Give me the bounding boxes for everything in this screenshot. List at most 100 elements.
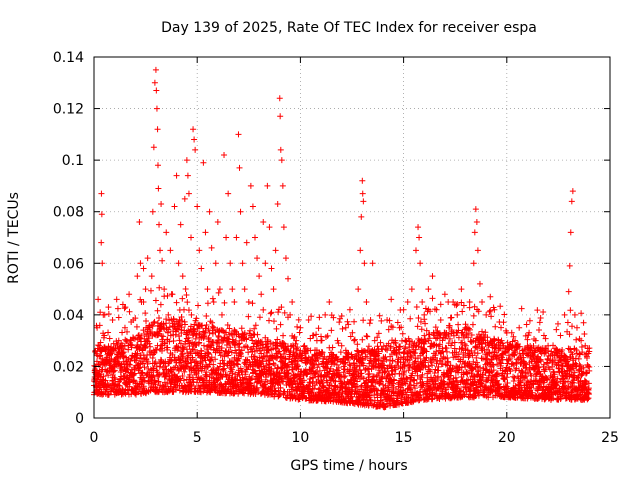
data-point — [277, 146, 284, 153]
data-point — [551, 371, 558, 378]
data-point — [314, 364, 321, 371]
data-point — [274, 336, 281, 343]
data-point — [313, 369, 320, 376]
data-point — [94, 324, 101, 331]
data-point — [544, 347, 551, 354]
data-point — [537, 314, 544, 321]
data-point — [254, 384, 261, 391]
data-point — [196, 339, 203, 346]
data-point — [469, 321, 476, 328]
data-point — [356, 357, 363, 364]
data-point — [228, 330, 235, 337]
data-point — [272, 344, 279, 351]
data-point — [434, 327, 441, 334]
data-point — [205, 334, 212, 341]
data-point — [275, 388, 282, 395]
data-point — [507, 368, 514, 375]
data-point — [185, 190, 192, 197]
data-point — [431, 332, 438, 339]
data-point — [453, 302, 460, 309]
data-point — [345, 321, 352, 328]
data-point — [390, 348, 397, 355]
data-point — [341, 366, 348, 373]
data-point — [216, 343, 223, 350]
data-point — [235, 131, 242, 138]
data-point — [125, 361, 132, 368]
data-point — [411, 377, 418, 384]
y-tick-label: 0.12 — [53, 102, 84, 118]
data-point — [507, 342, 514, 349]
data-point — [468, 331, 475, 338]
data-point — [111, 363, 118, 370]
data-point — [116, 382, 123, 389]
data-point — [146, 369, 153, 376]
data-point — [121, 305, 128, 312]
data-point — [126, 308, 133, 315]
data-point — [585, 363, 592, 370]
data-point — [540, 332, 547, 339]
data-point — [111, 374, 118, 381]
data-point — [114, 305, 121, 312]
data-point — [569, 188, 576, 195]
data-point — [540, 309, 547, 316]
y-tick-label: 0.06 — [53, 256, 84, 272]
data-point — [351, 336, 358, 343]
data-point — [280, 224, 287, 231]
data-point — [188, 234, 195, 241]
data-point — [360, 317, 367, 324]
data-point — [223, 329, 230, 336]
data-point — [346, 306, 353, 313]
data-point — [573, 336, 580, 343]
data-point — [245, 298, 252, 305]
data-point — [349, 329, 356, 336]
data-point — [265, 347, 272, 354]
data-point — [282, 255, 289, 262]
data-point — [100, 373, 107, 380]
data-point — [194, 349, 201, 356]
data-point — [214, 219, 221, 226]
data-point — [105, 343, 112, 350]
data-point — [153, 347, 160, 354]
data-point — [104, 380, 111, 387]
data-point — [284, 367, 291, 374]
data-point — [451, 339, 458, 346]
data-point — [536, 319, 543, 326]
data-point — [176, 387, 183, 394]
data-point — [479, 298, 486, 305]
data-point — [558, 394, 565, 401]
data-point — [276, 379, 283, 386]
data-point — [318, 337, 325, 344]
data-point — [458, 299, 465, 306]
data-point — [280, 350, 287, 357]
data-point — [212, 356, 219, 363]
data-point — [578, 371, 585, 378]
data-point — [151, 331, 158, 338]
data-point — [166, 338, 173, 345]
y-tick-label: 0.04 — [53, 308, 84, 324]
data-point — [136, 334, 143, 341]
data-point — [203, 321, 210, 328]
data-point — [318, 377, 325, 384]
data-point — [423, 354, 430, 361]
data-point — [389, 357, 396, 364]
data-point — [429, 295, 436, 302]
data-point — [128, 342, 135, 349]
data-point — [156, 221, 163, 228]
data-point — [173, 299, 180, 306]
data-point — [147, 287, 154, 294]
data-point — [491, 344, 498, 351]
data-point — [394, 395, 401, 402]
data-point — [368, 359, 375, 366]
data-point — [553, 326, 560, 333]
data-point — [325, 371, 332, 378]
data-point — [429, 362, 436, 369]
data-point — [245, 349, 252, 356]
data-point — [357, 247, 364, 254]
data-point — [266, 224, 273, 231]
data-point — [377, 339, 384, 346]
data-point — [351, 337, 358, 344]
data-point — [289, 298, 296, 305]
data-point — [101, 332, 108, 339]
data-point — [166, 317, 173, 324]
data-point — [224, 322, 231, 329]
